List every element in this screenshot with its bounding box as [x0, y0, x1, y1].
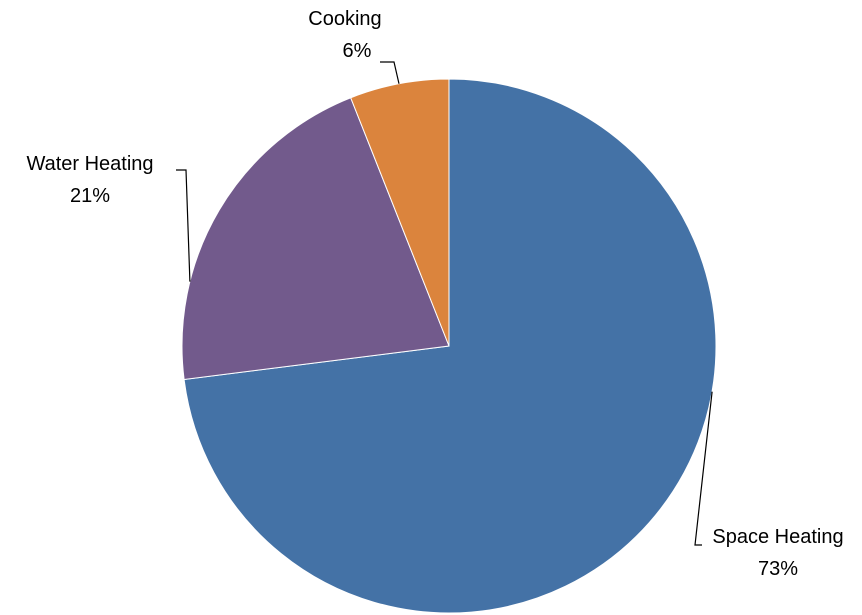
labels-layer: Space Heating 73% Water Heating 21% Cooking 6… [26, 8, 843, 580]
slice-label-cooking: Cooking [308, 8, 381, 30]
slice-value-cooking: 6% [343, 40, 372, 62]
slice-label-space-heating: Space Heating [712, 526, 843, 548]
leader-line-water-heating [176, 169, 191, 282]
pie-slice-cooking [350, 78, 450, 347]
pie-slice-space-heating [183, 78, 717, 614]
pie-slice-water-heating [181, 97, 450, 381]
leader-line-space-heating [694, 391, 713, 546]
slice-label-water-heating: Water Heating [26, 153, 153, 175]
leaders-layer [176, 61, 713, 546]
slice-value-space-heating: 73% [758, 558, 798, 580]
slice-value-water-heating: 21% [70, 185, 110, 207]
leader-line-cooking [380, 61, 400, 84]
slices-layer [181, 78, 717, 614]
